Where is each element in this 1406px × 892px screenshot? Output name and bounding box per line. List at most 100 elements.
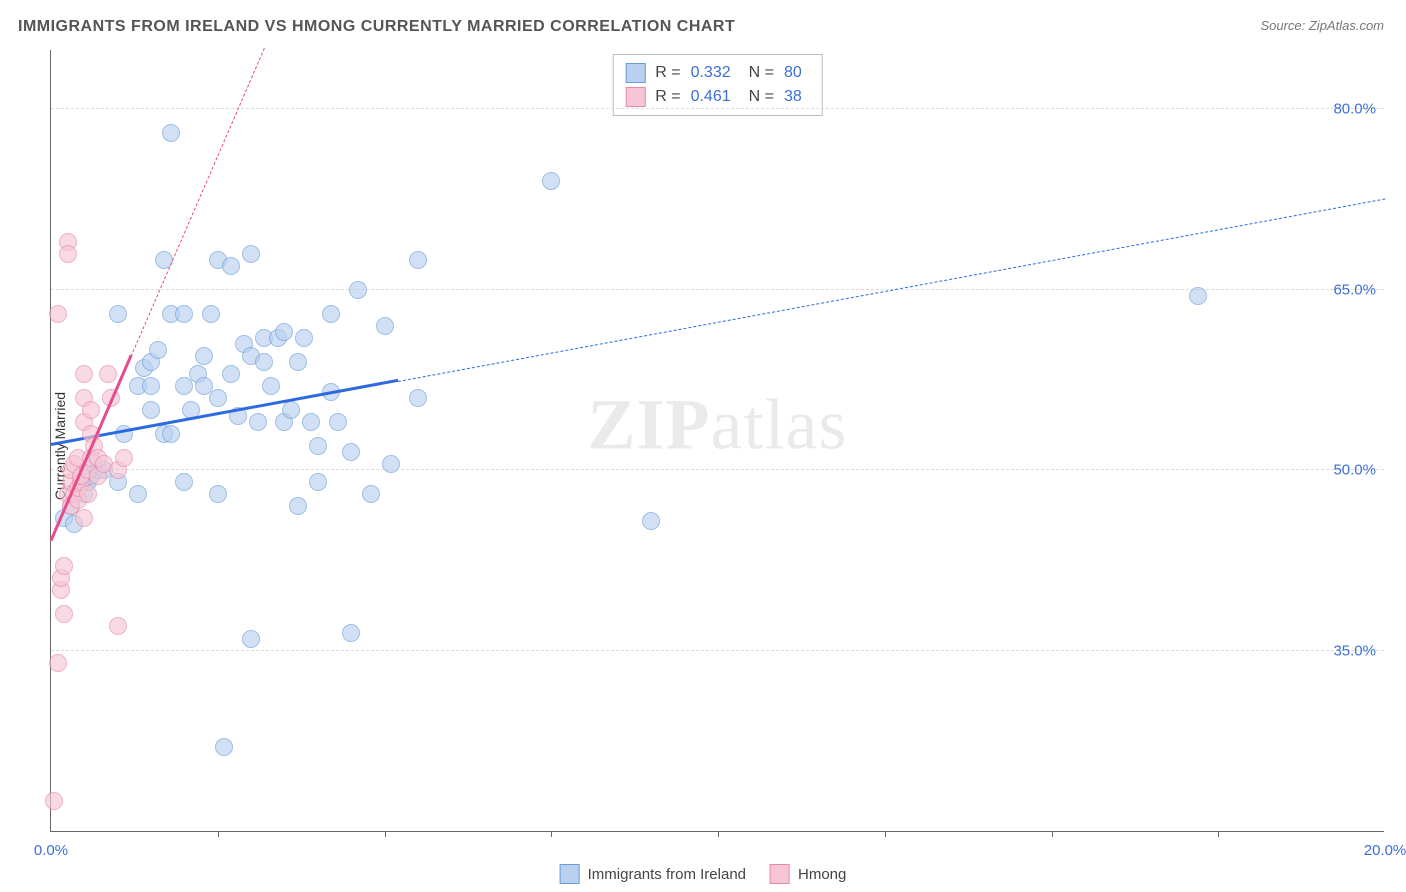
r-value-1: 0.332	[691, 61, 731, 85]
x-tick	[385, 831, 386, 837]
legend-label: Hmong	[798, 866, 846, 883]
scatter-point	[55, 605, 73, 623]
y-tick-label: 35.0%	[1333, 642, 1376, 659]
scatter-point	[75, 509, 93, 527]
scatter-point	[322, 305, 340, 323]
x-tick	[218, 831, 219, 837]
scatter-point	[55, 557, 73, 575]
x-tick	[1052, 831, 1053, 837]
gridline	[51, 650, 1384, 651]
legend-swatch	[770, 864, 790, 884]
gridline	[51, 289, 1384, 290]
n-value-1: 80	[784, 61, 802, 85]
scatter-point	[109, 305, 127, 323]
scatter-point	[59, 245, 77, 263]
scatter-point	[349, 281, 367, 299]
n-value-2: 38	[784, 85, 802, 109]
series-legend: Immigrants from Ireland Hmong	[560, 864, 847, 884]
scatter-point	[149, 341, 167, 359]
scatter-point	[382, 455, 400, 473]
scatter-point	[99, 365, 117, 383]
scatter-point	[249, 413, 267, 431]
scatter-point	[202, 305, 220, 323]
source-label: Source: ZipAtlas.com	[1260, 18, 1384, 33]
x-tick	[885, 831, 886, 837]
scatter-point	[642, 512, 660, 530]
scatter-point	[129, 485, 147, 503]
scatter-point	[309, 437, 327, 455]
trend-line	[131, 48, 265, 357]
scatter-point	[242, 245, 260, 263]
scatter-point	[362, 485, 380, 503]
x-tick	[1218, 831, 1219, 837]
scatter-point	[295, 329, 313, 347]
scatter-point	[142, 401, 160, 419]
scatter-point	[289, 497, 307, 515]
watermark-part2: atlas	[711, 384, 848, 464]
scatter-point	[45, 792, 63, 810]
scatter-point	[209, 485, 227, 503]
scatter-point	[275, 323, 293, 341]
x-tick-label: 20.0%	[1364, 842, 1406, 859]
scatter-point	[242, 630, 260, 648]
scatter-point	[342, 443, 360, 461]
scatter-point	[79, 485, 97, 503]
chart-container: IMMIGRANTS FROM IRELAND VS HMONG CURRENT…	[0, 0, 1406, 892]
scatter-point	[175, 305, 193, 323]
scatter-point	[302, 413, 320, 431]
r-value-2: 0.461	[691, 85, 731, 109]
watermark: ZIPatlas	[588, 383, 848, 466]
n-label-2: N =	[749, 85, 774, 109]
y-tick-label: 65.0%	[1333, 281, 1376, 298]
scatter-point	[409, 251, 427, 269]
gridline	[51, 108, 1384, 109]
scatter-point	[376, 317, 394, 335]
legend-label: Immigrants from Ireland	[588, 866, 746, 883]
scatter-point	[255, 353, 273, 371]
chart-title: IMMIGRANTS FROM IRELAND VS HMONG CURRENT…	[18, 18, 735, 36]
scatter-point	[222, 365, 240, 383]
scatter-point	[289, 353, 307, 371]
y-tick-label: 50.0%	[1333, 462, 1376, 479]
scatter-point	[49, 654, 67, 672]
scatter-point	[309, 473, 327, 491]
scatter-point	[209, 389, 227, 407]
x-tick-label: 0.0%	[34, 842, 68, 859]
scatter-point	[282, 401, 300, 419]
scatter-point	[409, 389, 427, 407]
scatter-point	[142, 377, 160, 395]
scatter-point	[262, 377, 280, 395]
scatter-point	[329, 413, 347, 431]
scatter-point	[175, 473, 193, 491]
watermark-part1: ZIP	[588, 384, 711, 464]
r-label-1: R =	[655, 61, 680, 85]
scatter-point	[162, 124, 180, 142]
trend-line	[51, 379, 398, 446]
scatter-point	[222, 257, 240, 275]
legend-row-2: R = 0.461 N = 38	[625, 85, 810, 109]
scatter-point	[115, 449, 133, 467]
scatter-point	[195, 347, 213, 365]
scatter-point	[542, 172, 560, 190]
scatter-point	[82, 401, 100, 419]
legend-swatch	[560, 864, 580, 884]
scatter-point	[49, 305, 67, 323]
swatch-series-1	[625, 63, 645, 83]
scatter-point	[215, 738, 233, 756]
scatter-point	[109, 617, 127, 635]
scatter-point	[75, 365, 93, 383]
scatter-point	[162, 425, 180, 443]
legend-item: Immigrants from Ireland	[560, 864, 746, 884]
swatch-series-2	[625, 87, 645, 107]
y-tick-label: 80.0%	[1333, 101, 1376, 118]
scatter-point	[342, 624, 360, 642]
legend-row-1: R = 0.332 N = 80	[625, 61, 810, 85]
scatter-point	[1189, 287, 1207, 305]
legend-item: Hmong	[770, 864, 846, 884]
x-tick	[718, 831, 719, 837]
r-label-2: R =	[655, 85, 680, 109]
plot-area: ZIPatlas R = 0.332 N = 80 R = 0.461 N = …	[50, 50, 1384, 832]
correlation-legend: R = 0.332 N = 80 R = 0.461 N = 38	[612, 54, 823, 116]
gridline	[51, 469, 1384, 470]
x-tick	[551, 831, 552, 837]
